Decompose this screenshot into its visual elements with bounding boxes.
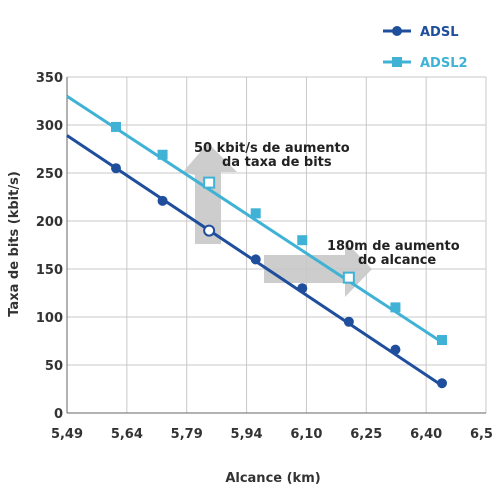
series-lines [66,94,447,389]
point-adsl [157,195,168,206]
tick-labels: 0 50 100 150 200 250 300 350 5,49 5,64 5,79 5,94 6,1… [36,71,494,442]
y-tick-label: 0 [54,407,63,422]
point-adsl [390,344,401,355]
annotation-bit-rate-line-1: 50 kbit/s de aumento [194,141,350,156]
x-tick-label: 5,79 [171,427,203,442]
y-axis-label: Taxa de bits (kbit/s) [7,171,22,317]
y-tick-label: 250 [36,167,63,182]
annotation-reach: 180m de aumento do alcance [327,239,460,268]
point-adsl2 [250,208,261,219]
legend-label-adsl: ADSL [420,25,459,40]
point-adsl [297,283,308,294]
point-adsl2 [111,121,121,132]
point-adsl [250,254,261,265]
y-tick-label: 100 [36,311,63,326]
point-adsl [343,316,354,327]
legend-item-adsl: ADSL [383,25,459,40]
x-tick-label: 6,25 [350,427,382,442]
point-adsl [203,224,216,237]
x-tick-label: 5,49 [51,427,83,442]
annotation-bit-rate: 50 kbit/s de aumento da taxa de bits [194,141,350,170]
y-tick-label: 200 [36,215,63,230]
point-adsl2 [437,335,447,346]
y-tick-label: 150 [36,263,63,278]
legend: ADSL ADSL2 [383,25,468,71]
point-adsl2 [203,176,216,189]
legend-label-adsl2: ADSL2 [420,56,468,71]
point-adsl [111,163,121,174]
x-tick-label: 6,40 [410,427,442,442]
x-tick-label: 6,10 [290,427,322,442]
point-adsl2 [157,149,168,160]
legend-item-adsl2: ADSL2 [383,56,468,71]
axes [66,77,486,414]
x-tick-label: 5,94 [231,427,263,442]
y-tick-label: 350 [36,71,63,86]
point-adsl2 [390,302,401,313]
y-tick-label: 300 [36,119,63,134]
annotation-bit-rate-line-2: da taxa de bits [222,155,332,170]
y-tick-label: 50 [45,359,63,374]
annotation-reach-line-2: do alcance [358,253,436,268]
gridlines [67,76,487,413]
point-adsl [437,378,447,389]
x-tick-label: 6,55 [470,427,494,442]
x-axis-label: Alcance (km) [225,471,320,486]
legend-marker-adsl2 [392,57,402,67]
annotation-reach-line-1: 180m de aumento [327,239,460,254]
point-adsl2 [297,235,308,246]
legend-marker-adsl [392,26,402,36]
x-tick-label: 5,64 [111,427,143,442]
vertical-increase-arrow [183,143,237,244]
point-adsl2 [342,271,355,284]
